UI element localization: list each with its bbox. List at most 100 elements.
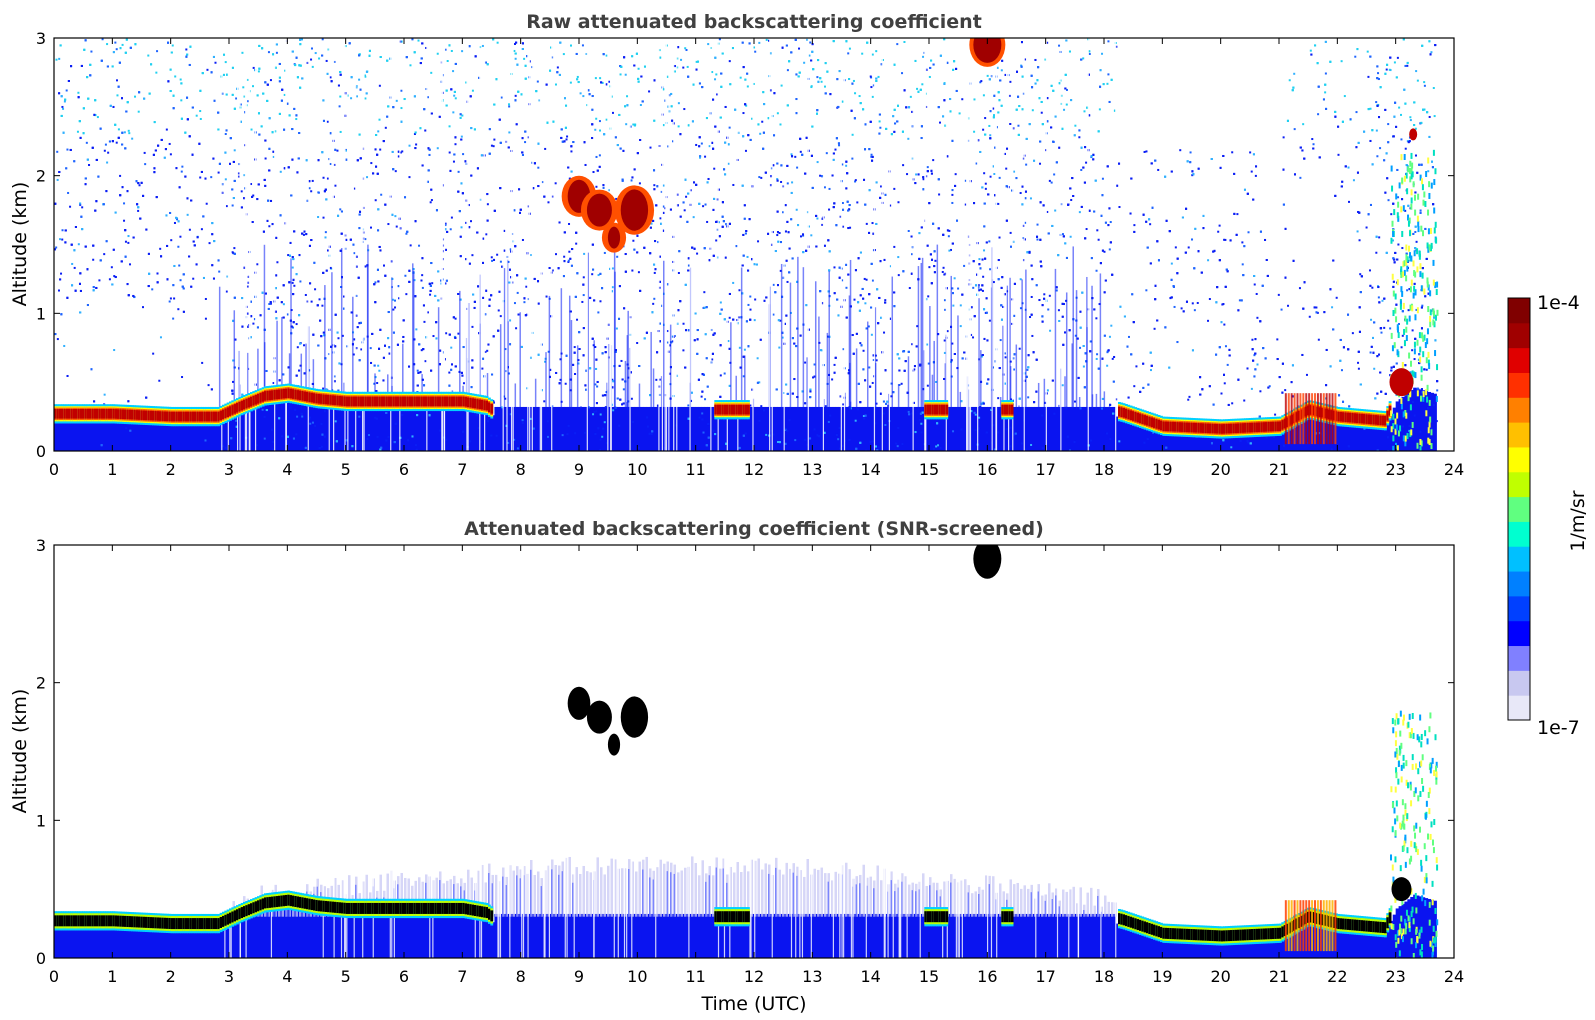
noise-speckle [446, 60, 449, 63]
noise-speckle [546, 420, 549, 423]
noise-speckle [632, 123, 635, 126]
noise-speckle [329, 266, 332, 269]
near-ground-column [199, 422, 204, 451]
noise-speckle [401, 150, 404, 153]
near-ground-column [934, 406, 939, 451]
noise-speckle [989, 134, 992, 137]
noise-speckle [1046, 210, 1049, 213]
noise-speckle [173, 221, 176, 224]
noise-speckle [514, 94, 517, 97]
noise-speckle [803, 61, 806, 64]
noise-speckle [199, 176, 202, 179]
noise-speckle [594, 77, 597, 80]
near-ground-column [555, 406, 559, 451]
noise-speckle [1041, 447, 1044, 450]
noise-speckle [1065, 103, 1068, 106]
near-ground-column [112, 419, 116, 451]
near-ground-column [1057, 406, 1061, 451]
noise-speckle [868, 366, 871, 369]
noise-speckle [1309, 49, 1312, 52]
noise-speckle [449, 228, 452, 231]
noise-speckle [1358, 239, 1361, 242]
noise-speckle [984, 187, 987, 190]
near-ground-column [1101, 406, 1105, 451]
noise-speckle [279, 170, 282, 173]
noise-speckle [658, 286, 661, 289]
noise-speckle [812, 376, 815, 379]
noise-speckle [141, 306, 144, 309]
near-ground-column [1153, 428, 1157, 451]
noise-speckle [760, 176, 763, 179]
noise-speckle [1174, 246, 1177, 249]
noise-speckle [499, 315, 502, 318]
noise-speckle [225, 205, 228, 208]
noise-speckle [1367, 75, 1370, 78]
noise-speckle [355, 95, 358, 98]
noise-speckle [295, 118, 298, 121]
noise-speckle [907, 137, 910, 140]
noise-speckle [848, 47, 851, 50]
near-ground-column [176, 422, 180, 451]
noise-speckle [268, 225, 271, 228]
near-ground-column [561, 406, 565, 451]
noise-speckle [134, 95, 137, 98]
noise-speckle [565, 138, 568, 141]
noise-speckle [997, 202, 1000, 205]
noise-speckle [1238, 299, 1241, 302]
near-ground-column [1130, 420, 1134, 451]
noise-speckle [906, 173, 909, 176]
noise-speckle [352, 353, 355, 356]
noise-speckle [461, 50, 464, 53]
near-ground-column [894, 406, 898, 451]
noise-speckle [911, 253, 914, 256]
noise-speckle [1375, 129, 1378, 132]
noise-speckle [788, 419, 791, 422]
noise-speckle [986, 74, 989, 77]
noise-speckle [981, 289, 984, 292]
near-ground-column [322, 404, 326, 451]
near-ground-column [695, 406, 699, 451]
noise-speckle [546, 435, 549, 438]
noise-speckle [1302, 123, 1305, 126]
noise-speckle [1031, 334, 1034, 337]
near-ground-column [334, 405, 338, 451]
noise-speckle [1096, 353, 1099, 356]
noise-speckle [1277, 293, 1280, 296]
noise-speckle [521, 419, 524, 422]
near-ground-column [1238, 433, 1242, 451]
noise-speckle [1069, 235, 1072, 238]
noise-speckle [256, 444, 259, 447]
near-ground-column [1060, 406, 1064, 451]
near-ground-column [1051, 406, 1055, 451]
near-ground-column [503, 406, 507, 451]
noise-speckle [749, 295, 752, 298]
near-ground-column [651, 406, 656, 451]
noise-speckle [719, 301, 722, 304]
noise-speckle [1223, 382, 1226, 385]
noise-speckle [225, 290, 228, 293]
noise-speckle [928, 75, 931, 78]
noise-speckle [983, 172, 986, 175]
noise-speckle [1058, 44, 1061, 47]
noise-speckle [1371, 286, 1374, 289]
noise-speckle [896, 43, 899, 46]
noise-speckle [60, 272, 63, 275]
noise-speckle [1118, 206, 1121, 209]
noise-speckle [842, 348, 845, 351]
noise-speckle [543, 400, 546, 403]
noise-speckle [115, 48, 118, 51]
noise-speckle [287, 254, 290, 257]
near-ground-column [369, 406, 373, 451]
noise-speckle [984, 182, 987, 185]
near-ground-column [1171, 432, 1175, 451]
noise-speckle [1288, 79, 1291, 82]
noise-speckle [314, 288, 317, 291]
noise-speckle [387, 223, 390, 226]
near-ground-column [1220, 434, 1224, 451]
noise-speckle [829, 414, 832, 417]
noise-speckle [366, 176, 369, 179]
noise-speckle [525, 285, 528, 288]
noise-speckle [1027, 396, 1030, 399]
noise-speckle [1153, 327, 1156, 330]
noise-speckle [847, 52, 850, 55]
